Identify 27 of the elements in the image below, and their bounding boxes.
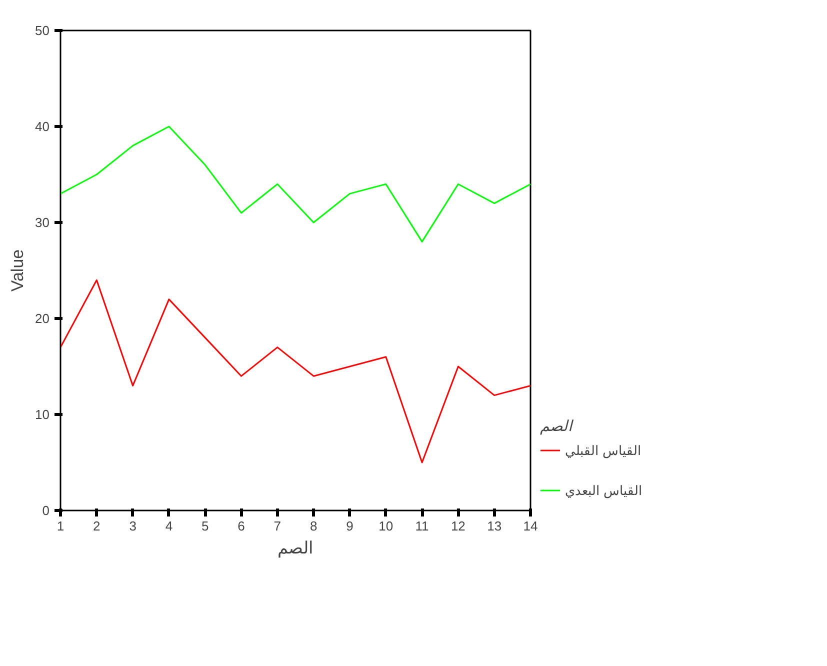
x-tick-label: 10 [378,518,394,534]
x-tick-label: 12 [450,518,466,534]
x-tick-label: 4 [165,518,173,534]
x-tick-label: 8 [310,518,318,534]
x-tick-label: 14 [523,518,538,534]
x-tick-label: 6 [238,518,245,534]
x-tick-label: 2 [93,518,100,534]
legend-label: القياس القبلي [565,442,642,458]
x-tick-label: 11 [415,518,429,534]
y-tick-label: 40 [35,119,50,134]
x-tick-label: 1 [56,518,64,534]
y-tick-label: 50 [35,23,50,38]
y-tick-label: 10 [35,407,50,422]
x-tick-label: 5 [202,518,209,534]
line-series [60,279,530,464]
legend-label: القياس البعدي [565,482,643,498]
x-axis-title: الصم [278,538,314,558]
y-axis-title: Value [8,249,28,292]
x-tick-label: 9 [346,518,354,534]
x-tick-label: 7 [274,518,282,534]
y-tick-label: 20 [35,311,50,326]
y-tick-label: 30 [35,215,50,230]
line-series [60,126,530,242]
legend-title: الصم [540,417,574,435]
x-tick-label: 13 [487,518,502,534]
x-tick-label: 3 [129,518,136,534]
y-tick-label: 0 [42,503,50,518]
